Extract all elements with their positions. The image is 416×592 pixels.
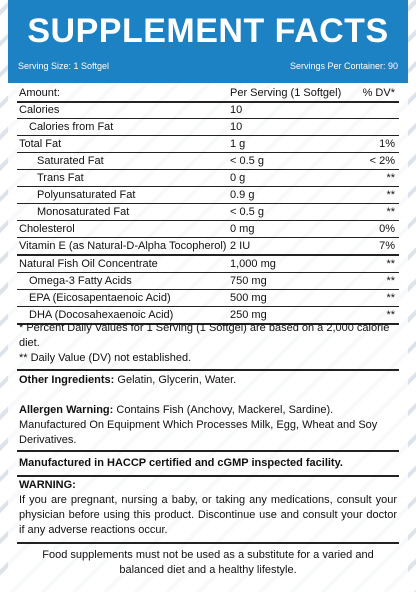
table-row: Trans Fat 0 g ** xyxy=(17,170,399,187)
nutrient-amount: < 0.5 g xyxy=(230,155,264,167)
divider xyxy=(17,475,399,477)
table-row: Cholesterol 0 mg 0% xyxy=(17,221,399,238)
nutrient-amount: 500 mg xyxy=(230,292,267,304)
table-row: Saturated Fat < 0.5 g < 2% xyxy=(17,153,399,170)
nutrient-name: Saturated Fat xyxy=(37,155,104,167)
nutrient-name: Calories from Fat xyxy=(29,121,114,133)
other-ingredients-text: Gelatin, Glycerin, Water. xyxy=(114,374,237,386)
nutrient-dv: ** xyxy=(386,206,395,218)
facts-panel: Amount: Per Serving (1 Softgel) % DV* Ca… xyxy=(8,83,408,592)
allergen-warning: Allergen Warning: Contains Fish (Anchovy… xyxy=(19,403,397,448)
table-row: Vitamin E (as Natural-D-Alpha Tocopherol… xyxy=(17,238,399,256)
nutrient-name: Omega-3 Fatty Acids xyxy=(29,275,132,287)
serving-size: Serving Size: 1 Softgel xyxy=(18,61,110,71)
table-row: Calories 10 xyxy=(17,102,399,119)
nutrient-name: Cholesterol xyxy=(19,223,75,235)
nutrient-dv: ** xyxy=(386,309,395,321)
allergen-warning-text: Contains Fish (Anchovy, Mackerel, Sardin… xyxy=(19,404,378,446)
table-row: DHA (Docosahexaenoic Acid) 250 mg ** xyxy=(17,307,399,325)
nutrient-amount: < 0.5 g xyxy=(230,206,264,218)
page-title: SUPPLEMENT FACTS xyxy=(27,12,389,50)
table-row: EPA (Eicosapentaenoic Acid) 500 mg ** xyxy=(17,290,399,307)
nutrient-dv: ** xyxy=(386,292,395,304)
other-ingredients-label: Other Ingredients: xyxy=(19,374,115,386)
nutrient-amount: 250 mg xyxy=(230,309,267,321)
facility-text: Manufactured in HACCP certified and cGMP… xyxy=(19,457,343,469)
allergen-warning-label: Allergen Warning: xyxy=(19,404,114,416)
nutrient-amount: 0.9 g xyxy=(230,189,255,201)
disclaimer: Food supplements must not be used as a s… xyxy=(42,549,374,576)
servings-per-container: Servings Per Container: 90 xyxy=(289,61,398,71)
nutrient-name: Natural Fish Oil Concentrate xyxy=(19,258,158,270)
warning-label-block: WARNING: xyxy=(19,478,397,493)
nutrient-name: Calories xyxy=(19,104,60,116)
nutrient-amount: 10 xyxy=(230,104,243,116)
nutrient-dv: < 2% xyxy=(369,155,395,167)
header-dv: % DV* xyxy=(362,87,395,99)
footnote-not-established: ** Daily Value (DV) not established. xyxy=(19,352,192,364)
nutrient-name: Trans Fat xyxy=(37,172,84,184)
nutrient-amount: 750 mg xyxy=(230,275,267,287)
table-header-row: Amount: Per Serving (1 Softgel) % DV* xyxy=(17,85,399,103)
table-row: Calories from Fat 10 xyxy=(17,119,399,136)
nutrient-amount: 0 g xyxy=(230,172,246,184)
nutrient-name: Total Fat xyxy=(19,138,62,150)
supplement-facts-header: SUPPLEMENT FACTS Serving Size: 1 Softgel… xyxy=(8,0,408,83)
nutrient-name: DHA (Docosahexaenoic Acid) xyxy=(29,309,174,321)
nutrient-name: Polyunsaturated Fat xyxy=(37,189,136,201)
nutrient-dv: 0% xyxy=(379,223,395,235)
nutrient-dv: ** xyxy=(386,275,395,287)
nutrient-name: Monosaturated Fat xyxy=(37,206,130,218)
divider xyxy=(17,369,399,371)
facility-statement: Manufactured in HACCP certified and cGMP… xyxy=(19,456,397,471)
nutrient-amount: 1 g xyxy=(230,138,246,150)
nutrient-name: Vitamin E (as Natural-D-Alpha Tocopherol… xyxy=(19,240,227,252)
nutrient-amount: 1,000 mg xyxy=(230,258,276,270)
nutrient-dv: ** xyxy=(386,172,395,184)
nutrient-amount: 2 IU xyxy=(230,240,251,252)
nutrient-dv: 7% xyxy=(379,240,395,252)
nutrient-amount: 0 mg xyxy=(230,223,255,235)
header-amount: Amount: xyxy=(19,87,60,99)
nutrient-name: EPA (Eicosapentaenoic Acid) xyxy=(29,292,171,304)
table-row: Total Fat 1 g 1% xyxy=(17,136,399,153)
table-row: Natural Fish Oil Concentrate 1,000 mg ** xyxy=(17,256,399,273)
warning-label: WARNING: xyxy=(19,479,76,491)
nutrient-dv: ** xyxy=(386,258,395,270)
footnote-dv: * Percent Daily Values for 1 Serving (1 … xyxy=(19,322,390,349)
table-row: Omega-3 Fatty Acids 750 mg ** xyxy=(17,273,399,290)
table-row: Monosaturated Fat < 0.5 g ** xyxy=(17,204,399,221)
header-per-serving: Per Serving (1 Softgel) xyxy=(230,87,342,99)
divider xyxy=(17,542,399,544)
other-ingredients: Other Ingredients: Gelatin, Glycerin, Wa… xyxy=(19,373,397,388)
table-row: Polyunsaturated Fat 0.9 g ** xyxy=(17,187,399,204)
nutrient-dv: 1% xyxy=(379,138,395,150)
nutrient-dv: ** xyxy=(386,189,395,201)
warning-text: If you are pregnant, nursing a baby, or … xyxy=(19,494,397,536)
nutrient-amount: 10 xyxy=(230,121,243,133)
divider xyxy=(17,450,399,452)
